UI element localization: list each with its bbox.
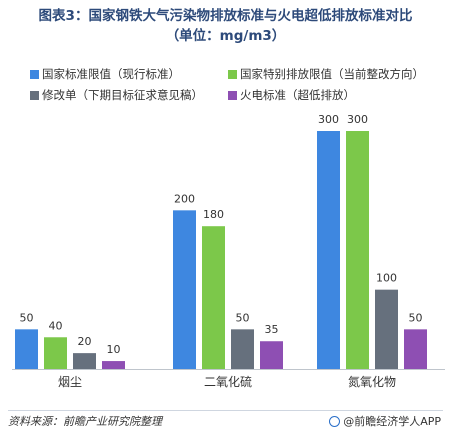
legend-swatch: [30, 69, 39, 79]
data-label: 300: [318, 113, 339, 126]
legend-swatch: [228, 90, 237, 100]
bar: [231, 329, 254, 369]
data-label: 50: [236, 311, 250, 324]
legend-label: 国家标准限值（现行标准）: [42, 67, 180, 81]
brand-mark: @前瞻经济学人APP: [329, 413, 441, 429]
category-label: 烟尘: [58, 375, 82, 389]
bar: [102, 361, 125, 369]
chart-title: 图表3：国家钢铁大气污染物排放标准与火电超低排放标准对比 （单位：mg/m3）: [0, 6, 451, 46]
legend-item-revision: 修改单（下期目标征求意见稿）: [30, 87, 203, 103]
data-label: 100: [376, 272, 397, 285]
data-label: 10: [107, 343, 121, 356]
source-note: 资料来源：前瞻产业研究院整理: [8, 415, 162, 428]
footer-divider: [8, 410, 443, 411]
legend-item-national-standard: 国家标准限值（现行标准）: [30, 66, 180, 82]
bar: [317, 131, 340, 369]
bar: [404, 329, 427, 369]
data-label: 50: [409, 311, 423, 324]
data-label: 300: [347, 113, 368, 126]
data-label: 200: [174, 192, 195, 205]
bar: [346, 131, 369, 369]
chart-title-line2: （单位：mg/m3）: [165, 28, 286, 44]
brand-label: @前瞻经济学人APP: [343, 415, 441, 428]
bar: [173, 210, 196, 369]
bar: [44, 337, 67, 369]
data-label: 40: [49, 319, 63, 332]
legend-label: 国家特别排放限值（当前整改方向）: [240, 67, 424, 81]
legend-item-special-limit: 国家特别排放限值（当前整改方向）: [228, 66, 424, 82]
bar: [73, 353, 96, 369]
bar: [15, 329, 38, 369]
brand-logo-icon: [329, 415, 341, 427]
legend-swatch: [228, 69, 237, 79]
data-label: 180: [203, 208, 224, 221]
category-label: 氮氧化物: [348, 374, 396, 389]
data-label: 20: [78, 335, 92, 348]
data-label: 50: [20, 311, 34, 324]
legend-item-thermal-power: 火电标准（超低排放）: [228, 87, 355, 103]
legend-label: 修改单（下期目标征求意见稿）: [42, 88, 203, 102]
legend-label: 火电标准（超低排放）: [240, 88, 355, 102]
chart-title-line1: 图表3：国家钢铁大气污染物排放标准与火电超低排放标准对比: [38, 8, 413, 24]
legend-swatch: [30, 90, 39, 100]
bar: [202, 226, 225, 369]
data-label: 35: [265, 323, 279, 336]
bar: [375, 289, 398, 369]
category-label: 二氧化硫: [204, 374, 252, 389]
bar: [260, 341, 283, 369]
